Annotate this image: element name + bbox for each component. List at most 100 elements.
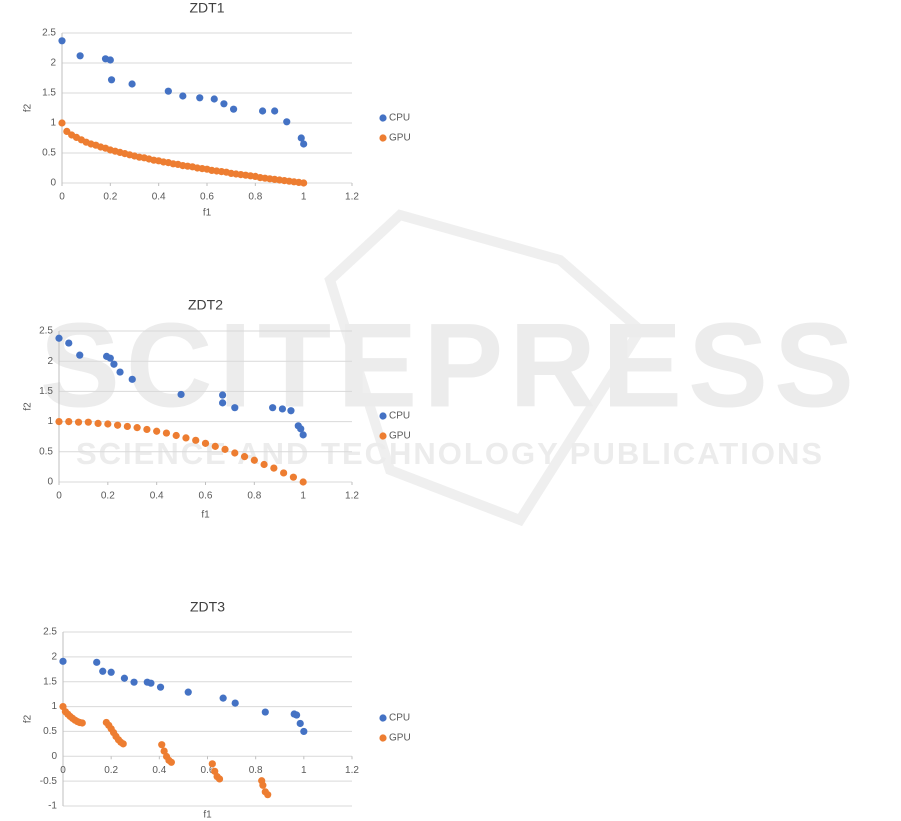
data-point bbox=[264, 791, 272, 799]
y-tick-label: 1 bbox=[47, 416, 53, 427]
data-point bbox=[74, 418, 83, 426]
data-point bbox=[143, 425, 151, 434]
y-tick-label: 2 bbox=[51, 651, 57, 662]
data-point bbox=[280, 469, 288, 477]
data-point bbox=[65, 339, 73, 347]
data-point bbox=[162, 429, 171, 437]
data-point bbox=[94, 419, 102, 428]
chart-title: ZDT1 bbox=[190, 0, 225, 16]
chart-title: ZDT3 bbox=[190, 599, 225, 615]
watermark: SCITEPRESS SCIENCE AND TECHNOLOGY PUBLIC… bbox=[40, 209, 854, 527]
data-point bbox=[289, 473, 297, 481]
y-axis-label: f2 bbox=[23, 714, 34, 723]
y-tick-label: 1.5 bbox=[42, 88, 56, 99]
data-point bbox=[219, 694, 227, 702]
data-point bbox=[106, 56, 114, 64]
chart: 0 0.5 1 1.5 2 2.5 0 0.2 0.4 0.6 0.8 1 1.2 ZDT2 f1 f2 CPU… bbox=[23, 297, 411, 521]
data-point bbox=[104, 420, 112, 428]
data-point bbox=[167, 758, 175, 766]
x-tick-label: 0.4 bbox=[150, 491, 164, 502]
data-point bbox=[201, 439, 210, 447]
legend-label: GPU bbox=[389, 133, 411, 144]
data-point bbox=[58, 37, 66, 45]
y-tick-label: 0.5 bbox=[39, 446, 53, 457]
x-tick-label: 0.8 bbox=[248, 192, 262, 203]
x-tick-label: 1 bbox=[301, 192, 307, 203]
data-point bbox=[196, 94, 204, 102]
x-tick-label: 0.6 bbox=[201, 765, 215, 776]
y-tick-label: 2.5 bbox=[42, 28, 56, 39]
y-tick-label: 1 bbox=[50, 118, 56, 129]
data-point bbox=[221, 445, 229, 453]
data-point bbox=[258, 107, 267, 115]
data-point bbox=[120, 674, 129, 682]
legend-label: GPU bbox=[389, 733, 411, 744]
y-axis-label: f2 bbox=[23, 402, 34, 411]
chart-title: ZDT2 bbox=[188, 297, 223, 313]
data-point bbox=[270, 464, 278, 472]
data-point bbox=[179, 92, 187, 100]
data-point bbox=[110, 360, 118, 368]
y-tick-label: 0 bbox=[51, 751, 57, 762]
data-point bbox=[192, 436, 200, 444]
x-tick-label: 1 bbox=[300, 491, 306, 502]
data-point bbox=[287, 407, 295, 415]
x-tick-label: 0.8 bbox=[247, 491, 261, 502]
y-tick-label: 2.5 bbox=[43, 627, 57, 638]
data-point bbox=[300, 727, 308, 736]
data-point bbox=[300, 140, 308, 148]
y-tick-label: 1 bbox=[51, 701, 57, 712]
data-point bbox=[147, 679, 155, 687]
data-point bbox=[297, 425, 305, 433]
y-tick-label: 0.5 bbox=[43, 726, 57, 737]
data-point bbox=[65, 418, 73, 426]
x-tick-label: 0.2 bbox=[101, 491, 115, 502]
data-point bbox=[76, 351, 84, 359]
data-point bbox=[231, 699, 239, 707]
data-point bbox=[300, 179, 308, 187]
data-point bbox=[130, 678, 138, 686]
data-point bbox=[123, 422, 131, 431]
legend-label: CPU bbox=[389, 113, 410, 124]
data-point bbox=[259, 781, 267, 789]
x-tick-label: 1.2 bbox=[345, 192, 359, 203]
data-point bbox=[250, 456, 258, 464]
chart: -1-0.500.511.522.50 0.2 0.4 0.6 0.8 1 1.2ZDT3f… bbox=[23, 599, 411, 821]
data-point bbox=[231, 404, 239, 412]
y-tick-label: -0.5 bbox=[40, 776, 58, 787]
data-point bbox=[208, 760, 216, 768]
data-point bbox=[297, 134, 305, 142]
data-point bbox=[177, 390, 185, 399]
data-point bbox=[114, 421, 122, 429]
x-tick-label: 0.6 bbox=[199, 491, 213, 502]
legend-marker bbox=[379, 134, 387, 142]
data-point bbox=[278, 405, 287, 413]
data-point bbox=[210, 95, 218, 103]
data-point bbox=[106, 354, 114, 362]
data-point bbox=[218, 391, 227, 399]
y-tick-label: 1.5 bbox=[43, 676, 57, 687]
data-point bbox=[119, 740, 127, 748]
data-point bbox=[261, 708, 269, 716]
data-point bbox=[182, 434, 190, 442]
y-tick-label: 2 bbox=[50, 58, 56, 69]
data-point bbox=[296, 719, 304, 728]
x-axis-label: f1 bbox=[203, 208, 212, 219]
data-point bbox=[153, 427, 161, 435]
data-point bbox=[76, 52, 84, 60]
y-tick-label: 0.5 bbox=[42, 148, 56, 159]
data-point bbox=[156, 683, 165, 691]
legend-label: CPU bbox=[389, 713, 410, 724]
x-axis-label: f1 bbox=[201, 510, 210, 521]
x-tick-label: 0.2 bbox=[104, 765, 118, 776]
data-point bbox=[58, 119, 66, 127]
x-axis-label: f1 bbox=[203, 810, 212, 821]
legend-marker bbox=[379, 114, 387, 122]
y-tick-label: -1 bbox=[48, 801, 57, 812]
chart: 0 0.5 1 1.5 2 2.5 0 0.2 0.4 0.6 0.8 1 1.2 ZDT1 f1 f2 CPU… bbox=[23, 0, 411, 219]
data-point bbox=[260, 460, 268, 469]
data-point bbox=[59, 657, 67, 665]
data-point bbox=[128, 80, 136, 88]
y-tick-label: 2.5 bbox=[39, 326, 53, 337]
